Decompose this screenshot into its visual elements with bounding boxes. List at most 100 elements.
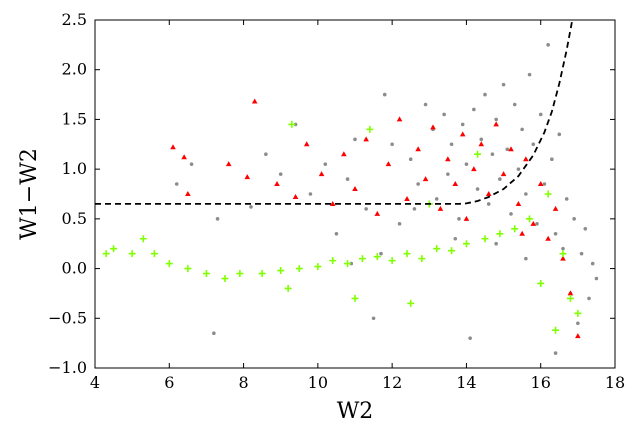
- series-1-point: [501, 82, 506, 87]
- series-1-point: [212, 331, 216, 336]
- series-2-point: [560, 255, 566, 261]
- series-3-point: [184, 265, 192, 273]
- series-2-point: [274, 181, 280, 187]
- x-tick-label: 8: [238, 373, 248, 392]
- series-1-point: [308, 192, 313, 196]
- series-1-point: [576, 321, 580, 326]
- series-1-point: [423, 102, 428, 107]
- series-2-point: [523, 156, 529, 162]
- series-2-point: [493, 121, 499, 127]
- series-1-point: [249, 205, 253, 209]
- series-3-point: [511, 225, 519, 233]
- series-1-point: [524, 192, 528, 196]
- x-tick-label: 12: [382, 373, 402, 392]
- series-2-point: [341, 151, 347, 157]
- series-2-point: [225, 161, 232, 167]
- series-1-point: [483, 92, 487, 97]
- series-1-point: [323, 162, 328, 166]
- series-1-point: [390, 142, 394, 147]
- series-1-point: [174, 182, 179, 186]
- series-1-point: [397, 222, 402, 226]
- series-2-point: [575, 333, 581, 339]
- x-tick-label: 6: [164, 373, 174, 392]
- series-1-point: [505, 147, 510, 152]
- series-3-point: [288, 120, 296, 128]
- series-2-point: [404, 195, 410, 201]
- series-1-point: [538, 112, 543, 117]
- series-3-point: [373, 253, 381, 261]
- ticks: 4 6 8 10 12 14 16 18 −1.0 −0.5 0.0 0.5 1.0 1.5 2.0 2.5: [48, 10, 625, 392]
- series-3-point: [329, 257, 337, 265]
- series-2-point: [463, 215, 470, 221]
- y-tick-label: 0.5: [62, 209, 87, 228]
- dashed-boundary-curve: [95, 19, 574, 205]
- y-tick-label: −1.0: [48, 358, 87, 377]
- series-1-point: [494, 117, 498, 122]
- series-1-point: [416, 182, 420, 186]
- series-3-point: [102, 250, 110, 258]
- series-1-point: [590, 261, 595, 266]
- series-1-point: [479, 137, 484, 142]
- series-2-point: [185, 191, 191, 196]
- axes-frame: [94, 19, 616, 369]
- series-1-point: [278, 172, 283, 176]
- series-3-point: [165, 260, 173, 268]
- series-1-point: [345, 177, 350, 181]
- series-1-point: [520, 127, 524, 132]
- series-1-point: [486, 202, 491, 206]
- x-tick-label: 10: [308, 373, 328, 392]
- series-1-point: [434, 197, 439, 201]
- series-2-point: [452, 181, 459, 187]
- series-3-point: [403, 250, 411, 258]
- series-1-point: [542, 182, 547, 186]
- y-tick-label: 1.0: [62, 159, 87, 178]
- series-1-point: [512, 102, 517, 107]
- series-1-point: [334, 231, 339, 236]
- y-tick-label: 2.5: [62, 10, 87, 29]
- series-3-point: [314, 263, 322, 271]
- series-1-point: [453, 236, 458, 241]
- series-3-point: [526, 215, 534, 223]
- series-3-point: [552, 326, 560, 334]
- series-1-point: [364, 207, 368, 211]
- x-tick-label: 4: [90, 373, 100, 392]
- series-3-point: [418, 255, 426, 263]
- series-2-point: [519, 230, 525, 236]
- series-2-point: [500, 171, 507, 177]
- series-3-point: [448, 247, 456, 255]
- series-1-point: [468, 336, 472, 340]
- series-3-point: [574, 309, 582, 317]
- y-tick-label: 0.0: [62, 259, 87, 278]
- y-tick-label: −0.5: [48, 308, 87, 327]
- series-2-point: [437, 205, 444, 211]
- series-2-point: [485, 191, 492, 196]
- series-2-point: [385, 161, 392, 167]
- series-3-point: [236, 270, 244, 278]
- series-1-point: [442, 112, 446, 117]
- series-3-point: [388, 257, 396, 265]
- series-2-point: [374, 210, 381, 216]
- y-axis-label: W1−W2: [17, 148, 42, 240]
- series-1-point: [535, 222, 539, 226]
- series-2-point: [244, 174, 251, 180]
- series-1-point: [382, 92, 387, 97]
- series-1-point: [408, 157, 413, 161]
- series-3-point: [544, 190, 552, 198]
- series-2-point: [329, 200, 336, 206]
- series-3-point: [537, 279, 545, 287]
- x-tick-label: 14: [456, 373, 476, 392]
- series-3-point: [496, 230, 504, 238]
- series-1-point: [189, 162, 194, 166]
- series-3-point: [110, 245, 118, 253]
- series-1-point: [371, 316, 376, 321]
- series-3-point: [202, 270, 210, 278]
- series-2-point: [508, 146, 514, 152]
- series-1-point: [553, 231, 558, 236]
- series-1-point: [349, 261, 354, 266]
- series-1-point: [587, 296, 591, 301]
- series-1-point: [215, 217, 220, 221]
- series-1-point: [550, 157, 554, 161]
- series-1-point: [516, 167, 521, 171]
- series-1-point: [446, 172, 450, 176]
